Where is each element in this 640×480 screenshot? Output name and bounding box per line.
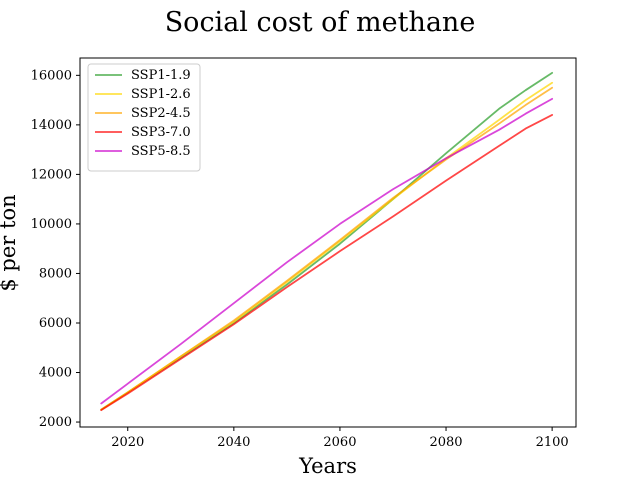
y-tick-label-7: 16000 [31, 68, 72, 83]
y-tick-label-5: 12000 [31, 167, 72, 182]
x-tick-label-0: 2020 [111, 435, 144, 450]
x-tick-label-3: 2080 [429, 435, 462, 450]
y-tick-label-1: 4000 [39, 366, 72, 381]
legend-label-ssp1-1-9: SSP1-1.9 [131, 68, 191, 83]
series-line-ssp5-8-5 [100, 97, 554, 405]
series-line-ssp3-7-0 [100, 114, 554, 412]
y-tick-label-2: 6000 [39, 316, 72, 331]
axes-layer: 2020 2040 2060 2080 2100 2000 4000 6000 8000 1000… [31, 68, 569, 450]
x-tick-label-4: 2100 [536, 435, 569, 450]
y-tick-label-0: 2000 [39, 415, 72, 430]
x-tick-label-1: 2040 [217, 435, 250, 450]
y-axis-label: $ per ton [0, 194, 20, 291]
y-tick-label-6: 14000 [31, 118, 72, 133]
y-tick-label-3: 8000 [39, 266, 72, 281]
legend: SSP1-1.9 SSP1-2.6 SSP2-4.5 SSP3-7.0 SSP5-8.5 [87, 63, 201, 172]
y-tick-label-4: 10000 [31, 217, 72, 232]
chart-title: Social cost of methane [165, 7, 476, 38]
series-layer [100, 71, 554, 412]
x-axis-label: Years [298, 454, 357, 478]
legend-label-ssp1-2-6: SSP1-2.6 [131, 87, 191, 102]
legend-box [87, 63, 201, 172]
legend-label-ssp5-8-5: SSP5-8.5 [131, 144, 191, 159]
legend-label-ssp2-4-5: SSP2-4.5 [131, 106, 191, 121]
x-tick-label-2: 2060 [323, 435, 356, 450]
series-line-ssp2-4-5 [100, 86, 554, 411]
legend-label-ssp3-7-0: SSP3-7.0 [131, 125, 191, 140]
